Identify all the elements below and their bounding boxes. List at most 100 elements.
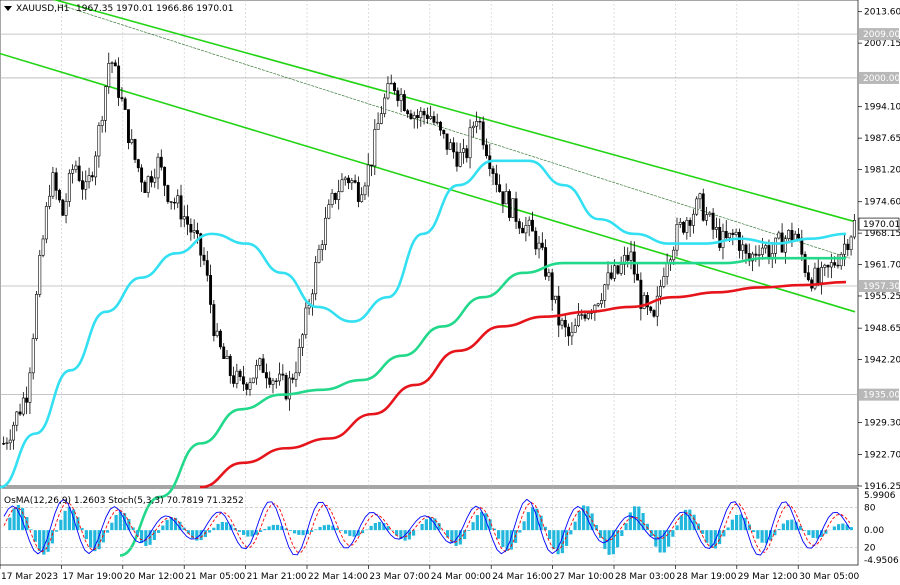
osma-bar (671, 530, 675, 537)
osma-bar (344, 530, 348, 534)
osma-bar (254, 530, 258, 535)
candle-body (333, 192, 337, 200)
candle-body (209, 275, 213, 305)
osma-bar (297, 530, 301, 535)
osma-bar (654, 530, 658, 547)
osma-bar (233, 528, 237, 531)
candle-body (140, 167, 144, 183)
price-tag-label: 1970.01 (863, 220, 900, 230)
candle-body (64, 201, 68, 216)
candle-body (777, 232, 781, 239)
osma-bar (46, 530, 50, 552)
time-label: 17 Mar 19:00 (62, 572, 122, 582)
candle-body (278, 373, 281, 382)
osma-bar (174, 517, 178, 531)
candle-body (169, 201, 173, 203)
osma-bar (820, 530, 824, 537)
price-tag-label: 2000.00 (863, 74, 900, 84)
osma-bar (624, 523, 628, 531)
candle-body (51, 172, 55, 197)
candle-body (662, 276, 666, 287)
osma-bar (165, 519, 169, 531)
time-label: 21 Mar 21:00 (247, 572, 307, 582)
oscillator-tick-label: 0.00 (864, 526, 884, 536)
osma-bar (263, 528, 267, 531)
price-tick-label: 1994.10 (864, 103, 900, 113)
price-tick-label: 1968.15 (864, 229, 900, 239)
price-tick-label: 2007.15 (864, 39, 900, 49)
osma-bar (522, 521, 526, 531)
time-label: 21 Mar 05:00 (185, 572, 245, 582)
candle-body (228, 355, 232, 376)
candle-body (327, 204, 331, 219)
candle-body (517, 221, 521, 229)
candle-body (711, 212, 715, 230)
oscillator-tick-label: 5.9906 (864, 491, 896, 501)
dropdown-triangle-icon[interactable] (4, 6, 12, 11)
price-tag-label: 1935.00 (863, 391, 900, 401)
candle-body (179, 195, 183, 220)
candle-body (659, 286, 663, 297)
osma-bar (267, 526, 271, 531)
candle-body (649, 306, 653, 311)
candle-body (255, 365, 259, 379)
candle-body (21, 397, 25, 415)
osma-bar (199, 530, 203, 541)
osma-bar (246, 530, 250, 537)
time-label: 28 Mar 19:00 (676, 572, 736, 582)
candle-body (829, 262, 833, 268)
candle-body (639, 279, 643, 309)
horizontal-levels (0, 33, 858, 396)
price-tick-label: 2013.60 (864, 8, 900, 18)
osma-bar (114, 515, 118, 531)
candle-body (442, 129, 446, 135)
candle-body (636, 273, 640, 281)
candle-body (12, 424, 15, 441)
candle-body (540, 242, 544, 248)
candle-body (48, 195, 52, 207)
candle-body (90, 175, 94, 178)
candle-body (61, 199, 65, 216)
stoch-main-line (3, 498, 851, 556)
price-tick-label: 1961.70 (864, 261, 900, 271)
oscillator-label: OsMA(12,26,9) 1.2603 Stoch(5,3,3) 70.781… (4, 496, 244, 506)
oscillator-pane-frame (0, 487, 859, 566)
trend-channel (0, 0, 856, 313)
candle-body (195, 230, 199, 234)
candle-body (603, 284, 607, 301)
candle-body (645, 295, 649, 308)
candle-body (74, 165, 78, 170)
osma-bar (318, 526, 322, 531)
candle-body (573, 325, 577, 333)
candle-body (580, 314, 584, 316)
candle-body (5, 442, 9, 444)
time-label: 24 Mar 16:00 (492, 572, 552, 582)
candle-body (416, 115, 419, 119)
candle-body (714, 227, 718, 230)
candle-body (8, 439, 12, 444)
osma-bar (628, 512, 632, 531)
candle-body (557, 295, 561, 326)
osma-bar (467, 530, 471, 531)
candle-body (38, 255, 42, 295)
osma-bar (752, 530, 756, 532)
osma-bar (352, 530, 356, 537)
candle-body (84, 181, 88, 190)
candle-body (104, 86, 107, 121)
price-tag-box (858, 217, 900, 231)
osma-bar (488, 519, 492, 531)
price-tag-box (859, 279, 899, 292)
osma-bar (399, 530, 403, 540)
osma-bar (178, 521, 182, 531)
candle-body (172, 201, 176, 204)
osma-bar (769, 530, 773, 541)
osma-bar (718, 530, 722, 545)
candle-body (25, 397, 29, 403)
osma-bar (314, 529, 318, 531)
candle-body (251, 377, 255, 383)
candle-body (127, 109, 130, 144)
candle-body (432, 116, 436, 123)
price-tag-label: 2009.00 (863, 30, 900, 40)
